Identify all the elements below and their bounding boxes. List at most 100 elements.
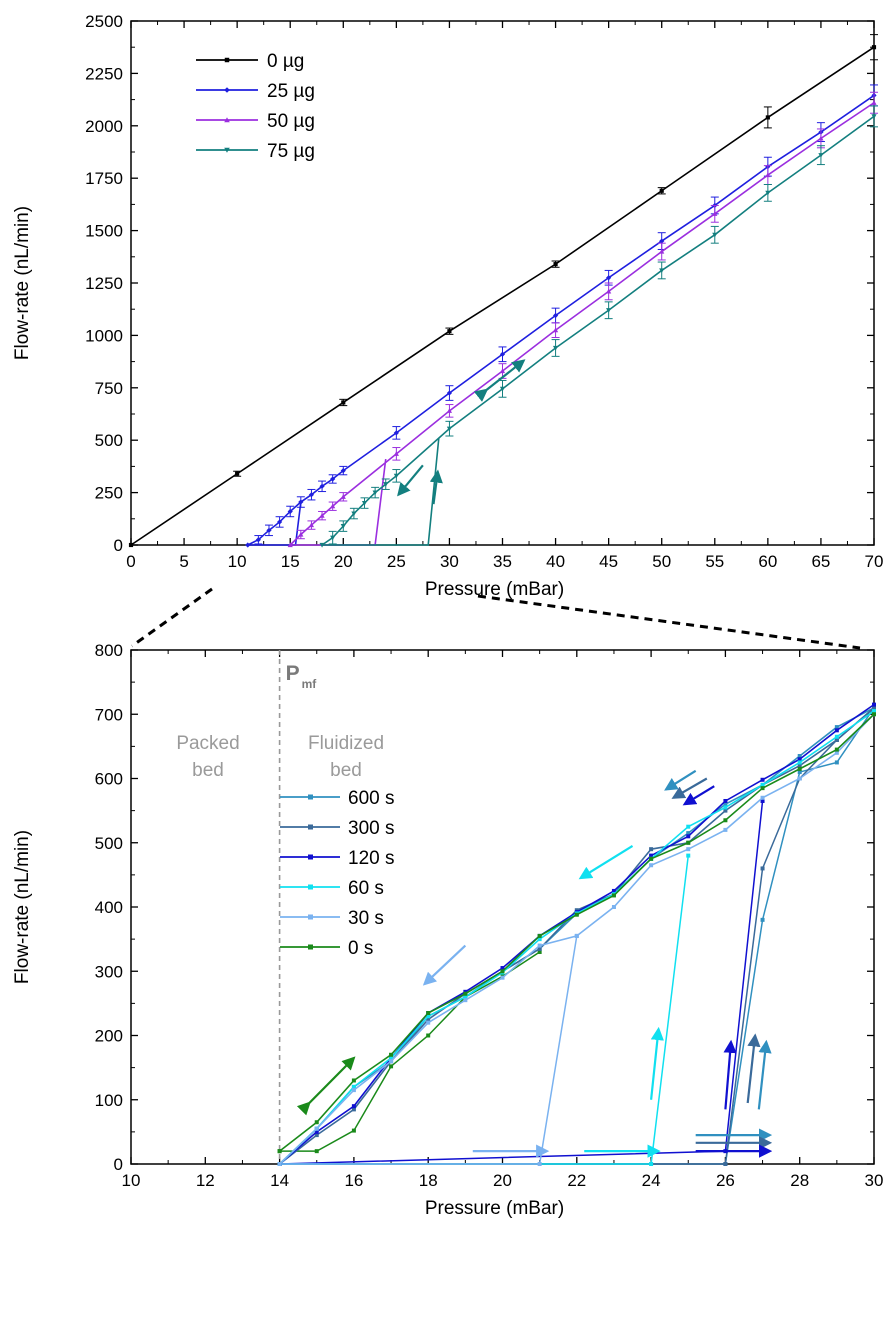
legend-label: 300 s <box>348 818 394 839</box>
data-point <box>266 527 272 533</box>
data-point <box>552 312 559 319</box>
data-point <box>649 853 654 858</box>
y-tick-label: 400 <box>95 898 123 917</box>
data-point <box>308 492 315 498</box>
arrow-0s-bidirectional <box>296 1056 356 1116</box>
data-point <box>723 827 728 832</box>
x-tick-label: 24 <box>642 1171 661 1190</box>
data-point <box>872 705 876 710</box>
data-point <box>611 893 616 898</box>
data-point <box>245 542 251 548</box>
legend-marker <box>224 87 230 93</box>
series-line <box>247 94 875 546</box>
data-point <box>606 275 612 281</box>
top-chart: 0 5 10 15 20 25 30 35 40 45 50 55 60 65 70 0 250 500 750 10… <box>12 12 883 600</box>
y-tick-label: 0 <box>114 1155 123 1174</box>
y-tick-label: 300 <box>95 962 123 981</box>
data-point <box>340 524 346 529</box>
pmf-label: P <box>286 662 300 685</box>
x-tick-label: 5 <box>179 552 188 571</box>
arrow-600s-down <box>664 769 697 791</box>
data-point <box>463 994 468 999</box>
data-point <box>389 1064 394 1069</box>
data-point <box>712 232 718 238</box>
data-point <box>659 248 665 254</box>
data-point <box>351 1128 356 1133</box>
x-tick-label: 15 <box>281 552 300 571</box>
data-point <box>287 508 293 515</box>
y-tick-label: 500 <box>95 834 123 853</box>
data-point <box>723 1162 728 1166</box>
data-point <box>330 476 336 482</box>
data-point <box>872 702 876 707</box>
legend-marker <box>308 884 313 890</box>
data-point <box>235 471 240 476</box>
data-point <box>537 946 542 951</box>
region-label-packed: bed <box>192 760 224 781</box>
data-point <box>552 327 559 333</box>
data-point <box>686 831 691 836</box>
legend-marker <box>308 854 313 860</box>
data-point <box>298 531 304 537</box>
data-point <box>500 969 505 974</box>
legend-marker <box>308 944 313 950</box>
data-point <box>834 728 839 733</box>
data-point <box>649 1162 654 1166</box>
data-point <box>872 709 876 714</box>
data-point <box>834 737 839 742</box>
data-point <box>659 188 664 193</box>
pmf-subscript: mf <box>302 677 318 691</box>
data-point <box>340 494 346 499</box>
data-point <box>463 991 468 996</box>
data-point <box>723 805 728 810</box>
x-axis-label: Pressure (mBar) <box>425 579 564 600</box>
x-tick-label: 30 <box>440 552 459 571</box>
data-point <box>277 1149 282 1154</box>
loading-line <box>279 951 541 1152</box>
data-point <box>818 153 824 158</box>
data-point <box>818 135 824 141</box>
data-point <box>537 937 542 942</box>
data-point <box>723 798 728 803</box>
x-tick-label: 50 <box>652 552 671 571</box>
data-point <box>499 351 506 357</box>
data-point <box>723 818 728 823</box>
y-tick-label: 100 <box>95 1091 123 1110</box>
data-point <box>426 1017 431 1022</box>
data-point <box>446 390 453 396</box>
x-tick-label: 70 <box>865 552 884 571</box>
legend-label: 60 s <box>348 878 384 899</box>
y-axis-label: Flow-rate (nL/min) <box>12 830 33 984</box>
data-point <box>797 770 802 775</box>
bottom-chart: 10 12 14 16 18 20 22 24 26 28 30010020030040050060… <box>12 641 883 1219</box>
data-point <box>797 760 802 765</box>
x-tick-label: 0 <box>126 552 135 571</box>
data-point <box>446 426 453 432</box>
y-tick-label: 1750 <box>85 169 123 188</box>
data-point <box>712 211 718 216</box>
data-point <box>314 1120 319 1125</box>
arrow-60s-down <box>578 845 634 880</box>
data-point <box>393 473 399 479</box>
data-point <box>834 760 839 765</box>
data-point <box>686 840 691 845</box>
data-point <box>298 499 304 505</box>
y-tick-label: 700 <box>95 705 123 724</box>
data-point <box>723 808 728 813</box>
x-tick-label: 25 <box>387 552 406 571</box>
data-point <box>500 975 505 980</box>
legend-label: 30 s <box>348 908 384 929</box>
y-axis-label: Flow-rate (nL/min) <box>12 206 33 360</box>
data-point <box>871 45 877 50</box>
data-point <box>765 172 771 178</box>
bidirectional-arrow <box>473 359 526 402</box>
data-point <box>447 329 452 334</box>
data-point <box>426 1020 431 1025</box>
data-point <box>446 408 453 413</box>
arrow-30s-down <box>422 944 467 986</box>
legend-label: 0 µg <box>267 51 304 72</box>
y-tick-label: 0 <box>114 536 123 555</box>
data-point <box>606 288 612 294</box>
data-point <box>659 238 665 244</box>
